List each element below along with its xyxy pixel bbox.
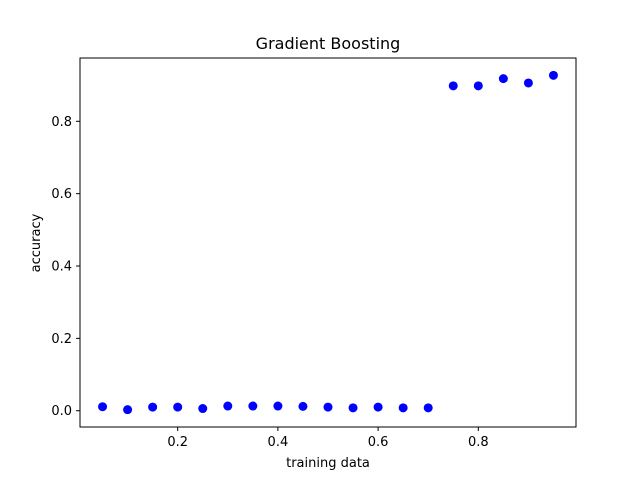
x-tick-label: 0.2 — [167, 435, 188, 450]
data-point — [98, 402, 108, 412]
data-point — [523, 78, 533, 88]
data-point — [248, 401, 258, 411]
plot-frame — [79, 57, 577, 428]
data-point — [323, 402, 333, 412]
y-tick-label: 0.0 — [51, 404, 72, 419]
y-tick-label: 0.4 — [51, 260, 72, 275]
y-axis-label: accuracy — [29, 213, 44, 272]
x-tick-label: 0.6 — [368, 435, 389, 450]
data-point — [448, 81, 458, 91]
y-tick-label: 0.6 — [51, 187, 72, 202]
data-point — [373, 402, 383, 412]
data-point — [398, 403, 408, 413]
data-point — [423, 403, 433, 413]
x-axis-ticks: 0.2 0.4 0.6 0.8 — [167, 427, 489, 450]
y-tick-label: 0.2 — [51, 332, 72, 347]
data-point — [148, 402, 158, 412]
data-point — [473, 81, 483, 91]
data-point — [548, 70, 558, 80]
data-point — [273, 401, 283, 411]
data-point — [223, 401, 233, 411]
data-point — [298, 401, 308, 411]
chart-title: Gradient Boosting — [256, 34, 401, 53]
x-tick-label: 0.8 — [468, 435, 489, 450]
data-points — [98, 70, 558, 415]
data-point — [198, 404, 208, 414]
data-point — [348, 403, 358, 413]
data-point — [173, 402, 183, 412]
y-tick-label: 0.8 — [51, 115, 72, 130]
data-point — [123, 405, 133, 415]
data-point — [498, 74, 508, 84]
x-tick-label: 0.4 — [268, 435, 289, 450]
y-axis-ticks: 0.0 0.2 0.4 0.6 0.8 — [51, 115, 80, 419]
x-axis-label: training data — [286, 456, 370, 471]
